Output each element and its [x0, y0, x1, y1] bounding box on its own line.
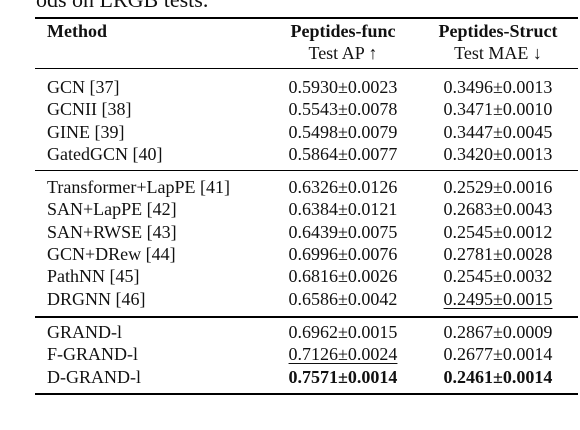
method-name: DRGNN [46]: [47, 288, 146, 309]
result-cell: 0.2781±0.0028: [443, 243, 553, 264]
method-name: Transformer+LapPE [41]: [47, 177, 230, 197]
result-cell: 0.2867±0.0009: [443, 322, 553, 342]
result-cell: 0.5864±0.0077: [288, 143, 398, 164]
table-rule: [35, 17, 578, 19]
caption-fragment: ods on LRGB tests.: [36, 0, 208, 12]
method-name: PathNN [45]: [47, 266, 140, 287]
method-name: D-GRAND-l: [47, 366, 141, 387]
column-subtitle: Test MAE ↓: [454, 43, 542, 63]
result-cell: 0.5543±0.0078: [288, 99, 398, 120]
method-name: F-GRAND-l: [47, 344, 139, 365]
table-rule: [35, 170, 578, 171]
method-name: GCN+DRew [44]: [47, 243, 176, 264]
result-cell: 0.5498±0.0079: [288, 121, 398, 142]
table-rule: [35, 316, 578, 318]
result-cell: 0.5930±0.0023: [288, 77, 398, 97]
method-name: GatedGCN [40]: [47, 143, 163, 164]
result-cell: 0.2683±0.0043: [443, 199, 553, 220]
result-cell: 0.2461±0.0014: [443, 366, 553, 387]
result-cell: 0.2495±0.0015: [443, 288, 553, 309]
method-name: GINE [39]: [47, 121, 125, 142]
column-header: Peptides-Struct: [438, 21, 558, 41]
result-cell: 0.7571±0.0014: [288, 366, 398, 387]
result-cell: 0.6816±0.0026: [288, 266, 398, 287]
table-rule: [35, 393, 578, 395]
result-cell: 0.2545±0.0012: [443, 221, 553, 242]
result-cell: 0.2677±0.0014: [443, 344, 553, 365]
method-name: GCNII [38]: [47, 99, 132, 120]
result-cell: 0.6384±0.0121: [288, 199, 398, 220]
method-name: GCN [37]: [47, 77, 120, 97]
method-name: SAN+RWSE [43]: [47, 221, 177, 242]
result-cell: 0.3496±0.0013: [443, 77, 553, 97]
result-cell: 0.6962±0.0015: [288, 322, 398, 342]
column-header: Peptides-func: [290, 21, 396, 41]
column-subtitle: Test AP ↑: [308, 43, 378, 63]
result-cell: 0.6586±0.0042: [288, 288, 398, 309]
result-cell: 0.2545±0.0032: [443, 266, 553, 287]
result-cell: 0.7126±0.0024: [288, 344, 398, 365]
result-cell: 0.6439±0.0075: [288, 221, 398, 242]
result-cell: 0.2529±0.0016: [443, 177, 553, 197]
table-rule: [35, 68, 578, 69]
result-cell: 0.6996±0.0076: [288, 243, 398, 264]
result-cell: 0.3471±0.0010: [443, 99, 553, 120]
method-name: SAN+LapPE [42]: [47, 199, 177, 220]
result-cell: 0.6326±0.0126: [288, 177, 398, 197]
column-header: Method: [47, 21, 107, 41]
result-cell: 0.3447±0.0045: [443, 121, 553, 142]
method-name: GRAND-l: [47, 322, 122, 342]
result-cell: 0.3420±0.0013: [443, 143, 553, 164]
